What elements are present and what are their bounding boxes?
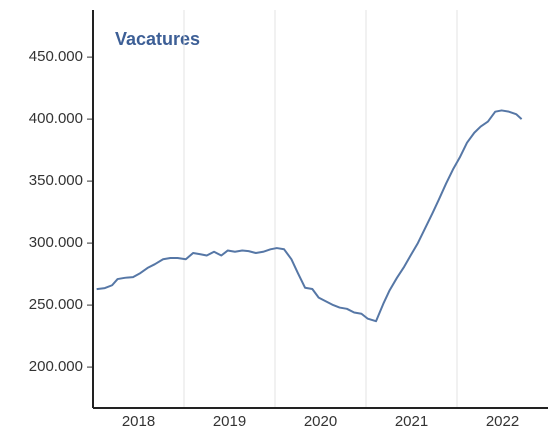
y-tick-label: 350.000 bbox=[29, 172, 83, 189]
y-tick-label: 450.000 bbox=[29, 48, 83, 65]
y-tick-label: 300.000 bbox=[29, 234, 83, 251]
x-tick-label: 2018 bbox=[122, 413, 155, 430]
x-tick-label: 2022 bbox=[486, 413, 519, 430]
y-tick-label: 250.000 bbox=[29, 296, 83, 313]
x-tick-label: 2020 bbox=[304, 413, 337, 430]
y-tick-label: 200.000 bbox=[29, 358, 83, 375]
x-tick-label: 2021 bbox=[395, 413, 428, 430]
y-tick-label: 400.000 bbox=[29, 110, 83, 127]
chart-title: Vacatures bbox=[115, 29, 200, 49]
line bbox=[96, 109, 523, 323]
x-tick-label: 2019 bbox=[213, 413, 246, 430]
